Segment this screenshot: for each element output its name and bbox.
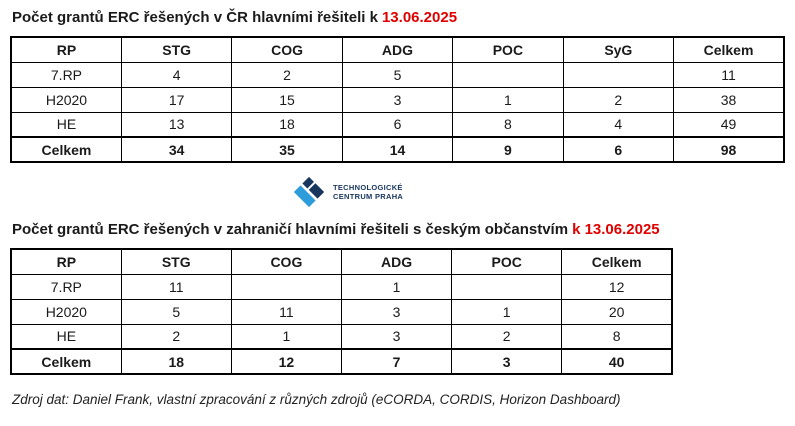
- cell-value: 3: [340, 323, 453, 350]
- column-header: SyG: [562, 36, 675, 63]
- column-header: COG: [230, 248, 342, 275]
- cell-value: [562, 61, 675, 88]
- table-row: HE 13 18 6 8 4 49: [10, 111, 785, 138]
- cell-value: 4: [120, 61, 233, 88]
- cell-value: [451, 273, 563, 300]
- cell-value: 11: [673, 61, 785, 88]
- cell-value: 8: [452, 111, 564, 138]
- cell-value: 35: [231, 136, 343, 163]
- cell-value: 17: [120, 86, 233, 113]
- cell-value: 5: [341, 61, 454, 88]
- table-row: H2020 5 11 3 1 20: [10, 298, 673, 325]
- abroad-table-title-date: k 13.06.2025: [572, 221, 660, 238]
- tc-praha-logo: TECHNOLOGICKÉ CENTRUM PRAHA: [292, 173, 785, 210]
- abroad-grants-table: RP STG COG ADG POC Celkem 7.RP 11 1 12 H2020 5 11 3 1…: [10, 248, 673, 375]
- cell-value: 20: [561, 298, 673, 325]
- column-header: ADG: [340, 248, 453, 275]
- row-label: HE: [10, 111, 122, 138]
- cell-value: 5: [120, 298, 232, 325]
- column-header: STG: [120, 36, 233, 63]
- row-label: H2020: [10, 298, 122, 325]
- cell-value: 1: [451, 298, 563, 325]
- cell-value: 40: [561, 348, 673, 375]
- column-header: POC: [452, 36, 564, 63]
- cell-value: 2: [562, 86, 675, 113]
- cell-value: 98: [673, 136, 785, 163]
- row-label: Celkem: [10, 348, 122, 375]
- cell-value: 2: [120, 323, 232, 350]
- logo-line-2: CENTRUM PRAHA: [333, 191, 404, 201]
- cell-value: [230, 273, 342, 300]
- cell-value: 18: [120, 348, 232, 375]
- cr-table-title-date: 13.06.2025: [381, 9, 458, 26]
- column-header: Celkem: [673, 36, 785, 63]
- tc-praha-diamond-icon: [293, 176, 325, 207]
- column-header: STG: [120, 248, 232, 275]
- row-label: 7.RP: [10, 61, 122, 88]
- row-label: 7.RP: [10, 273, 122, 300]
- cell-value: 11: [120, 273, 232, 300]
- column-header: POC: [451, 248, 563, 275]
- cell-value: 9: [452, 136, 564, 163]
- cell-value: 3: [451, 348, 563, 375]
- cell-value: 11: [230, 298, 342, 325]
- column-header: ADG: [341, 36, 454, 63]
- total-row: Celkem 18 12 7 3 40: [10, 348, 673, 375]
- row-label: Celkem: [10, 136, 122, 163]
- cr-grants-table: RP STG COG ADG POC SyG Celkem 7.RP 4 2 5 11 H2020 17…: [10, 36, 785, 163]
- document-page: Počet grantů ERC řešených v ČR hlavními …: [10, 9, 785, 407]
- total-row: Celkem 34 35 14 9 6 98: [10, 136, 785, 163]
- row-label: H2020: [10, 86, 122, 113]
- cell-value: 3: [341, 86, 454, 113]
- cell-value: 13: [120, 111, 233, 138]
- cell-value: 2: [451, 323, 563, 350]
- cell-value: 3: [340, 298, 453, 325]
- tc-praha-logo-text: TECHNOLOGICKÉ CENTRUM PRAHA: [333, 183, 403, 201]
- column-header: Celkem: [561, 248, 673, 275]
- column-header: COG: [231, 36, 343, 63]
- table-row: 7.RP 11 1 12: [10, 273, 673, 300]
- cell-value: 49: [673, 111, 785, 138]
- cell-value: 2: [231, 61, 343, 88]
- cell-value: 8: [561, 323, 673, 350]
- header-row: RP STG COG ADG POC Celkem: [10, 248, 673, 275]
- table-row: HE 2 1 3 2 8: [10, 323, 673, 350]
- cell-value: 12: [561, 273, 673, 300]
- cell-value: 15: [231, 86, 343, 113]
- abroad-table-title: Počet grantů ERC řešených v zahraničí hl…: [12, 221, 785, 239]
- table-row: H2020 17 15 3 1 2 38: [10, 86, 785, 113]
- cell-value: 18: [231, 111, 343, 138]
- cell-value: 14: [341, 136, 454, 163]
- cr-table-title: Počet grantů ERC řešených v ČR hlavními …: [12, 9, 785, 27]
- logo-line-1: TECHNOLOGICKÉ: [333, 182, 403, 192]
- cell-value: 6: [562, 136, 675, 163]
- cell-value: 38: [673, 86, 785, 113]
- cr-table-title-text: Počet grantů ERC řešených v ČR hlavními …: [12, 9, 378, 26]
- abroad-table-title-text: Počet grantů ERC řešených v zahraničí hl…: [12, 221, 569, 238]
- column-header: RP: [10, 36, 122, 63]
- cell-value: 34: [120, 136, 233, 163]
- source-note: Zdroj dat: Daniel Frank, vlastní zpracov…: [12, 392, 621, 407]
- cell-value: 7: [340, 348, 453, 375]
- cell-value: 12: [230, 348, 342, 375]
- row-label: HE: [10, 323, 122, 350]
- cell-value: [452, 61, 564, 88]
- table-row: 7.RP 4 2 5 11: [10, 61, 785, 88]
- cell-value: 6: [341, 111, 454, 138]
- cell-value: 1: [340, 273, 453, 300]
- column-header: RP: [10, 248, 122, 275]
- header-row: RP STG COG ADG POC SyG Celkem: [10, 36, 785, 63]
- cell-value: 1: [230, 323, 342, 350]
- cell-value: 1: [452, 86, 564, 113]
- cell-value: 4: [562, 111, 675, 138]
